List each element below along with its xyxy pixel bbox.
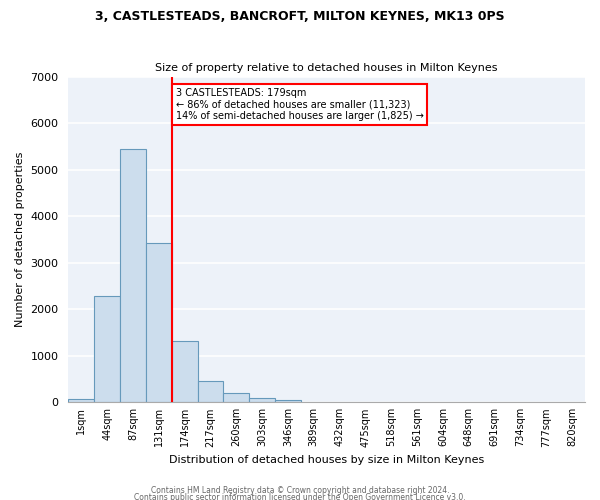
Text: Contains public sector information licensed under the Open Government Licence v3: Contains public sector information licen… bbox=[134, 494, 466, 500]
Bar bbox=[249, 398, 275, 402]
Title: Size of property relative to detached houses in Milton Keynes: Size of property relative to detached ho… bbox=[155, 63, 498, 73]
Bar bbox=[120, 148, 146, 402]
Bar bbox=[275, 400, 301, 402]
Text: 3, CASTLESTEADS, BANCROFT, MILTON KEYNES, MK13 0PS: 3, CASTLESTEADS, BANCROFT, MILTON KEYNES… bbox=[95, 10, 505, 23]
Bar bbox=[172, 342, 197, 402]
Bar bbox=[197, 381, 223, 402]
X-axis label: Distribution of detached houses by size in Milton Keynes: Distribution of detached houses by size … bbox=[169, 455, 484, 465]
Bar bbox=[68, 399, 94, 402]
Text: 3 CASTLESTEADS: 179sqm
← 86% of detached houses are smaller (11,323)
14% of semi: 3 CASTLESTEADS: 179sqm ← 86% of detached… bbox=[176, 88, 424, 122]
Bar bbox=[146, 242, 172, 402]
Y-axis label: Number of detached properties: Number of detached properties bbox=[15, 152, 25, 327]
Bar bbox=[94, 296, 120, 403]
Text: Contains HM Land Registry data © Crown copyright and database right 2024.: Contains HM Land Registry data © Crown c… bbox=[151, 486, 449, 495]
Bar bbox=[223, 393, 249, 402]
